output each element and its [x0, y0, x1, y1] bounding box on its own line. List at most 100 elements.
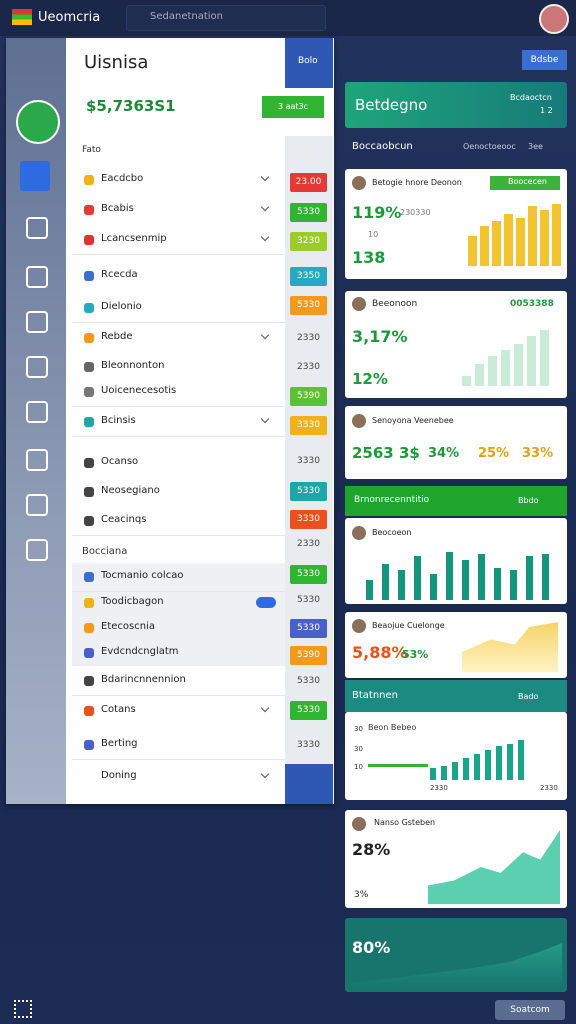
- menu-icon: [84, 271, 94, 281]
- menu-item[interactable]: Bcinsis: [101, 415, 136, 426]
- chart-bar: [463, 758, 469, 780]
- avatar[interactable]: [539, 4, 569, 34]
- badge: 5330: [297, 595, 320, 605]
- chart-bar: [528, 206, 537, 266]
- rail-logo[interactable]: [16, 100, 60, 144]
- metric: 5,88%: [352, 643, 408, 662]
- menu-item[interactable]: Tocmanio colcao: [101, 570, 184, 581]
- tab-foot: [285, 764, 333, 804]
- menu-item[interactable]: Eacdcbo: [101, 173, 144, 184]
- menu-icon: [84, 706, 94, 716]
- badge: 2330: [297, 362, 320, 372]
- chart-bar: [504, 214, 513, 266]
- menu-item[interactable]: Bleonnonton: [101, 360, 165, 371]
- card-avatar: [352, 619, 366, 633]
- rail-icon[interactable]: [26, 539, 48, 561]
- rail-icon[interactable]: [26, 449, 48, 471]
- card-title: Beon Bebeo: [368, 723, 417, 732]
- menu-item[interactable]: Uoicenecesotis: [101, 385, 177, 396]
- card-tag: 0053388: [510, 299, 554, 309]
- menu-item[interactable]: Doning: [101, 770, 137, 781]
- axis-label: 10: [354, 763, 363, 771]
- rail-icon[interactable]: [26, 217, 48, 239]
- menu-item[interactable]: Rcecda: [101, 269, 138, 280]
- divider: [72, 759, 285, 760]
- menu-icon: [84, 598, 94, 608]
- search-box[interactable]: [126, 5, 326, 31]
- card-title: Beeonoon: [372, 299, 418, 309]
- menu-item[interactable]: Bcabis: [101, 203, 134, 214]
- chart-bar: [441, 766, 447, 780]
- menu-icon: [84, 487, 94, 497]
- menu-item[interactable]: Ocanso: [101, 456, 139, 467]
- menu-item[interactable]: Berting: [101, 738, 138, 749]
- card-title: Beocoeon: [372, 528, 412, 537]
- toggle[interactable]: [256, 597, 276, 608]
- menu-icon: [84, 235, 94, 245]
- menu-item[interactable]: Evdcndcnglatm: [101, 646, 179, 657]
- badge: 3330: [297, 456, 320, 466]
- rail-icon[interactable]: [26, 356, 48, 378]
- menu-item[interactable]: Bdarincnnennion: [101, 674, 186, 685]
- rail-icon[interactable]: [26, 401, 48, 423]
- card-title: Senoyona Veenebee: [372, 416, 454, 425]
- dash-button[interactable]: Bdsbe: [522, 50, 567, 70]
- chart-bar: [518, 740, 524, 780]
- card-avatar: [352, 817, 366, 831]
- badge-column: [285, 136, 333, 764]
- metric-small: 10: [368, 230, 379, 239]
- menu-item[interactable]: Dielonio: [101, 301, 142, 312]
- chart-bar: [496, 746, 502, 780]
- tab[interactable]: [285, 38, 333, 88]
- dash-title: Betdegno: [355, 96, 428, 114]
- card-title: Nanso Gsteben: [374, 818, 436, 827]
- menu-icon: [84, 387, 94, 397]
- menu-item[interactable]: Etecoscnia: [101, 621, 155, 632]
- menu-item[interactable]: Rebde: [101, 331, 133, 342]
- chart-bar: [382, 564, 389, 600]
- badge: 5330: [290, 482, 327, 501]
- card-avatar: [352, 414, 366, 428]
- rail-icon[interactable]: [26, 494, 48, 516]
- chart-bar: [552, 204, 561, 266]
- section-link[interactable]: Oenoctoeooc: [463, 142, 516, 151]
- menu-item[interactable]: Toodicbagon: [101, 596, 164, 607]
- badge: 5390: [290, 646, 327, 665]
- menu-item[interactable]: Ceacinqs: [101, 514, 147, 525]
- chart-bar: [414, 556, 421, 600]
- metric: 119%: [352, 203, 402, 222]
- card-avatar: [352, 526, 366, 540]
- chart-bar: [452, 762, 458, 780]
- badge: 5390: [290, 387, 327, 406]
- menu-icon: [84, 205, 94, 215]
- chart-bar: [462, 560, 469, 600]
- grid-icon[interactable]: [14, 1000, 32, 1018]
- rail-icon[interactable]: [26, 311, 48, 333]
- chart-bar: [492, 221, 501, 266]
- bar-title: Btatnnen: [352, 690, 398, 701]
- bar-link: Bado: [518, 692, 539, 701]
- chart-bar: [468, 236, 477, 266]
- divider: [72, 436, 285, 437]
- chart-bar: [446, 552, 453, 600]
- action-button[interactable]: 3 aat3c: [262, 96, 324, 118]
- green-bar: [345, 486, 567, 516]
- menu-item[interactable]: Neosegiano: [101, 485, 160, 496]
- menu-item[interactable]: Lcancsenmip: [101, 233, 167, 244]
- menu-item[interactable]: Cotans: [101, 704, 136, 715]
- chart-bar: [488, 356, 497, 386]
- section-link2[interactable]: 3ee: [528, 142, 543, 151]
- rail-icon[interactable]: [26, 266, 48, 288]
- axis-label: 30: [354, 725, 363, 733]
- app-name: Ueomcria: [38, 10, 101, 25]
- menu-icon: [84, 333, 94, 343]
- menu-icon: [84, 516, 94, 526]
- divider: [72, 406, 285, 407]
- metric: 80%: [352, 938, 391, 957]
- badge: 5330: [290, 701, 327, 720]
- metric: 3%: [354, 890, 369, 900]
- rail-active[interactable]: [20, 161, 50, 191]
- footer-button[interactable]: Soatcom: [495, 1000, 565, 1020]
- badge: 2330: [297, 539, 320, 549]
- chart-bar: [485, 750, 491, 780]
